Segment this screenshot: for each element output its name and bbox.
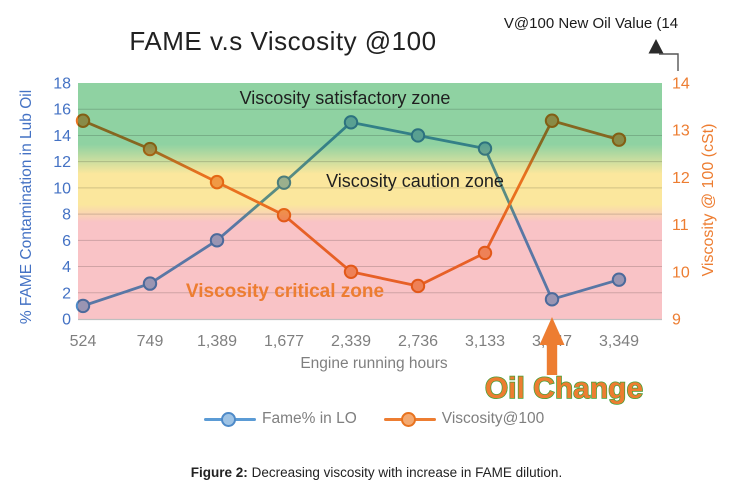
left-axis-tick-0: 0 [62, 312, 71, 329]
new-oil-value-annotation: V@100 New Oil Value (14 [503, 15, 679, 32]
right-axis-tick-14: 14 [672, 76, 690, 93]
new-oil-arrow-icon [648, 39, 664, 54]
oil-change-arrow-head-icon [539, 317, 565, 345]
viscosity-marker-icon [400, 411, 416, 427]
left-axis-tick-12: 12 [53, 154, 71, 171]
x-tick-2: 1,389 [197, 333, 237, 350]
right-axis-tick-13: 13 [672, 123, 690, 140]
viscosity-series-swatch [383, 411, 436, 427]
caption-text: Decreasing viscosity with increase in FA… [247, 465, 563, 480]
x-tick-5: 2,736 [398, 333, 438, 350]
x-tick-1: 749 [137, 333, 164, 350]
right-axis-tick-12: 12 [672, 170, 690, 187]
x-tick-6: 3,133 [465, 333, 505, 350]
legend-label-fame: Fame% in LO [262, 410, 357, 427]
chart-title: FAME v.s Viscosity @100 [129, 26, 437, 56]
left-axis-tick-14: 14 [53, 128, 71, 145]
fame-series-swatch [204, 411, 256, 427]
zone-label-critical: Viscosity critical zone [185, 281, 385, 302]
figure-caption: Figure 2: Decreasing viscosity with incr… [0, 465, 753, 480]
zone-label-satisfactory: Viscosity satisfactory zone [239, 88, 451, 108]
legend-label-viscosity: Viscosity@100 [441, 410, 545, 427]
x-tick-3: 1,677 [264, 333, 304, 350]
left-axis-tick-4: 4 [62, 259, 71, 276]
caption-label: Figure 2: [190, 465, 248, 480]
oil-change-annotation: Oil Change [484, 371, 644, 406]
x-tick-4: 2,339 [331, 333, 371, 350]
left-axis-tick-18: 18 [53, 76, 71, 93]
left-axis-tick-10: 10 [53, 180, 71, 197]
left-axis-tick-8: 8 [62, 207, 71, 224]
right-axis-title: Viscosity @ 100 (cSt) [700, 123, 717, 277]
right-axis-tick-9: 9 [672, 312, 681, 329]
x-axis-title: Engine running hours [300, 355, 448, 372]
chart-legend: Fame% in LO Viscosity@100 [204, 410, 544, 428]
legend-item-fame: Fame% in LO [204, 410, 357, 428]
x-tick-8: 3,349 [599, 333, 639, 350]
left-axis-tick-16: 16 [53, 102, 71, 119]
zone-label-caution: Viscosity caution zone [326, 171, 504, 191]
left-axis-title: % FAME Contamination in Lub Oil [18, 89, 35, 325]
zone-band [78, 83, 662, 319]
left-axis-tick-6: 6 [62, 233, 71, 250]
legend-item-viscosity: Viscosity@100 [383, 410, 545, 428]
new-oil-leader-line [659, 53, 679, 71]
right-axis-tick-10: 10 [672, 264, 690, 281]
left-axis-tick-2: 2 [62, 285, 71, 302]
x-tick-0: 524 [70, 333, 97, 350]
oil-change-arrow-shaft [546, 344, 558, 375]
fame-marker-icon [221, 411, 236, 427]
right-axis-tick-11: 11 [672, 217, 689, 234]
